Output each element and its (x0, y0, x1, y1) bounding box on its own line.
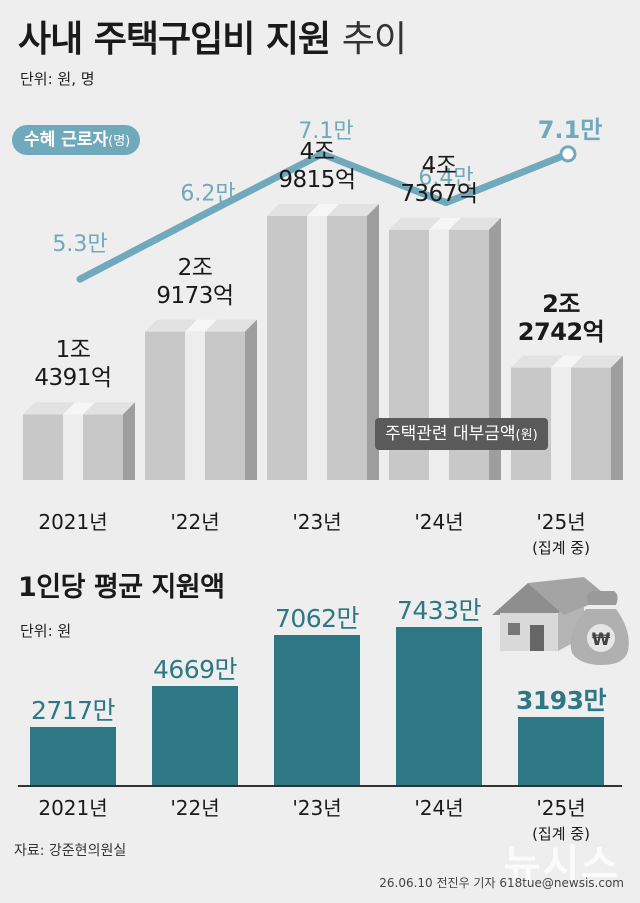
loan-box-side (123, 402, 135, 480)
loan-box-tape (551, 367, 571, 480)
money-bag-icon: ₩ (570, 591, 629, 665)
workers-legend-text: 수혜 근로자 (24, 130, 109, 150)
year-text: '23년 (292, 796, 342, 820)
year-label: '22년 (135, 792, 255, 821)
loan-value-top: 2조 (542, 289, 580, 318)
loan-box-tape-top (307, 204, 339, 217)
house-money-illustration: ₩ (492, 577, 629, 665)
svg-text:₩: ₩ (592, 630, 611, 650)
year-label: '24년 (379, 506, 499, 535)
loan-box-tape (307, 216, 327, 480)
unit-label-top: 단위: 원, 명 (20, 70, 95, 88)
loan-box (267, 204, 379, 480)
loan-box (23, 402, 135, 480)
loan-box-tape (185, 331, 205, 480)
workers-value-label: 7.1만 (538, 116, 603, 144)
loan-box-side (367, 204, 379, 480)
per-person-bar (274, 634, 360, 785)
loan-legend-badge: 주택관련 대부금액(원) (375, 418, 548, 450)
year-note: (집계 중) (532, 539, 590, 557)
per-person-value-label: 7433만 (396, 596, 482, 625)
loan-box-tape-top (429, 217, 461, 230)
year-text: '22년 (170, 510, 220, 534)
year-label: '25년 (집계 중) (501, 792, 621, 844)
year-text: 2021년 (38, 510, 108, 534)
workers-value-label: 6.4만 (418, 166, 473, 191)
loan-box-tape-top (185, 319, 217, 332)
loan-box-tape-top (63, 402, 95, 415)
year-label: '24년 (379, 792, 499, 821)
loan-box (145, 319, 257, 480)
year-label: '25년 (집계 중) (501, 506, 621, 558)
loan-value-bottom: 9815억 (278, 167, 356, 194)
per-person-value-label: 4669만 (152, 654, 238, 684)
year-label: '23년 (257, 506, 377, 535)
loan-box-tape-top (551, 355, 583, 368)
loan-box-side (245, 319, 257, 480)
loan-value-label: 4조 9815억 (257, 138, 377, 194)
loan-box-side (611, 355, 623, 480)
workers-legend-unit: (명) (108, 134, 131, 149)
loan-value-bottom: 9173억 (156, 282, 234, 309)
per-person-bar (30, 727, 116, 785)
loan-value-top: 4조 (299, 139, 335, 166)
year-text: '24년 (414, 510, 464, 534)
per-person-bar (518, 717, 604, 785)
year-note: (집계 중) (532, 825, 590, 843)
workers-value-label: 7.1만 (298, 119, 353, 144)
workers-legend-badge: 수혜 근로자(명) (12, 125, 141, 155)
title-main: 사내 주택구입비 지원 (18, 19, 331, 60)
loan-value-label: 2조 2742억 (501, 290, 621, 346)
year-label: 2021년 (13, 792, 133, 821)
loan-legend-unit: (원) (515, 428, 538, 443)
unit-label-bottom: 단위: 원 (20, 622, 72, 640)
loan-value-bottom: 2742억 (517, 317, 605, 346)
section2-title: 1인당 평균 지원액 (18, 572, 225, 603)
year-text: '25년 (536, 796, 586, 820)
per-person-value-label: 2717만 (30, 696, 116, 726)
per-person-bar (152, 685, 238, 785)
year-text: '22년 (170, 796, 220, 820)
year-label: '23년 (257, 792, 377, 821)
title-suffix: 추이 (341, 19, 407, 60)
loan-value-bottom: 4391억 (34, 365, 112, 392)
watermark: 뉴시스 (503, 842, 620, 888)
workers-value-label: 6.2만 (180, 182, 235, 207)
loan-value-label: 2조 9173억 (135, 254, 255, 310)
loan-value-label: 1조 4391억 (13, 336, 133, 392)
loan-value-top: 2조 (177, 254, 213, 281)
loan-value-top: 4조 (421, 152, 457, 179)
workers-value-label: 5.3만 (52, 232, 107, 257)
loan-value-bottom: 7367억 (400, 180, 478, 207)
loan-box-tape (63, 414, 83, 480)
bottom-baseline (18, 785, 622, 787)
year-label: 2021년 (13, 506, 133, 535)
year-text: 2021년 (38, 796, 108, 820)
year-text: '25년 (536, 510, 586, 534)
year-text: '23년 (292, 510, 342, 534)
credit-label: 26.06.10 전진우 기자 618tue@newsis.com (379, 876, 624, 890)
loan-legend-text: 주택관련 대부금액 (385, 424, 516, 444)
year-label: '22년 (135, 506, 255, 535)
workers-end-marker (559, 145, 577, 163)
loan-box-side (489, 217, 501, 480)
workers-line-path (76, 150, 572, 283)
per-person-value-label: 3193만 (515, 686, 607, 716)
per-person-value-label: 7062만 (274, 603, 360, 633)
loan-value-label: 4조 7367억 (379, 152, 499, 208)
page-title: 사내 주택구입비 지원 추이 (18, 10, 407, 62)
source-label: 자료: 강준현의원실 (14, 843, 127, 859)
loan-value-top: 1조 (55, 337, 91, 364)
loan-box-tape (429, 229, 449, 480)
per-person-bar (396, 627, 482, 785)
workers-line: 5.3만 6.2만 7.1만 6.4만 7.1만 (52, 116, 603, 283)
year-text: '24년 (414, 796, 464, 820)
